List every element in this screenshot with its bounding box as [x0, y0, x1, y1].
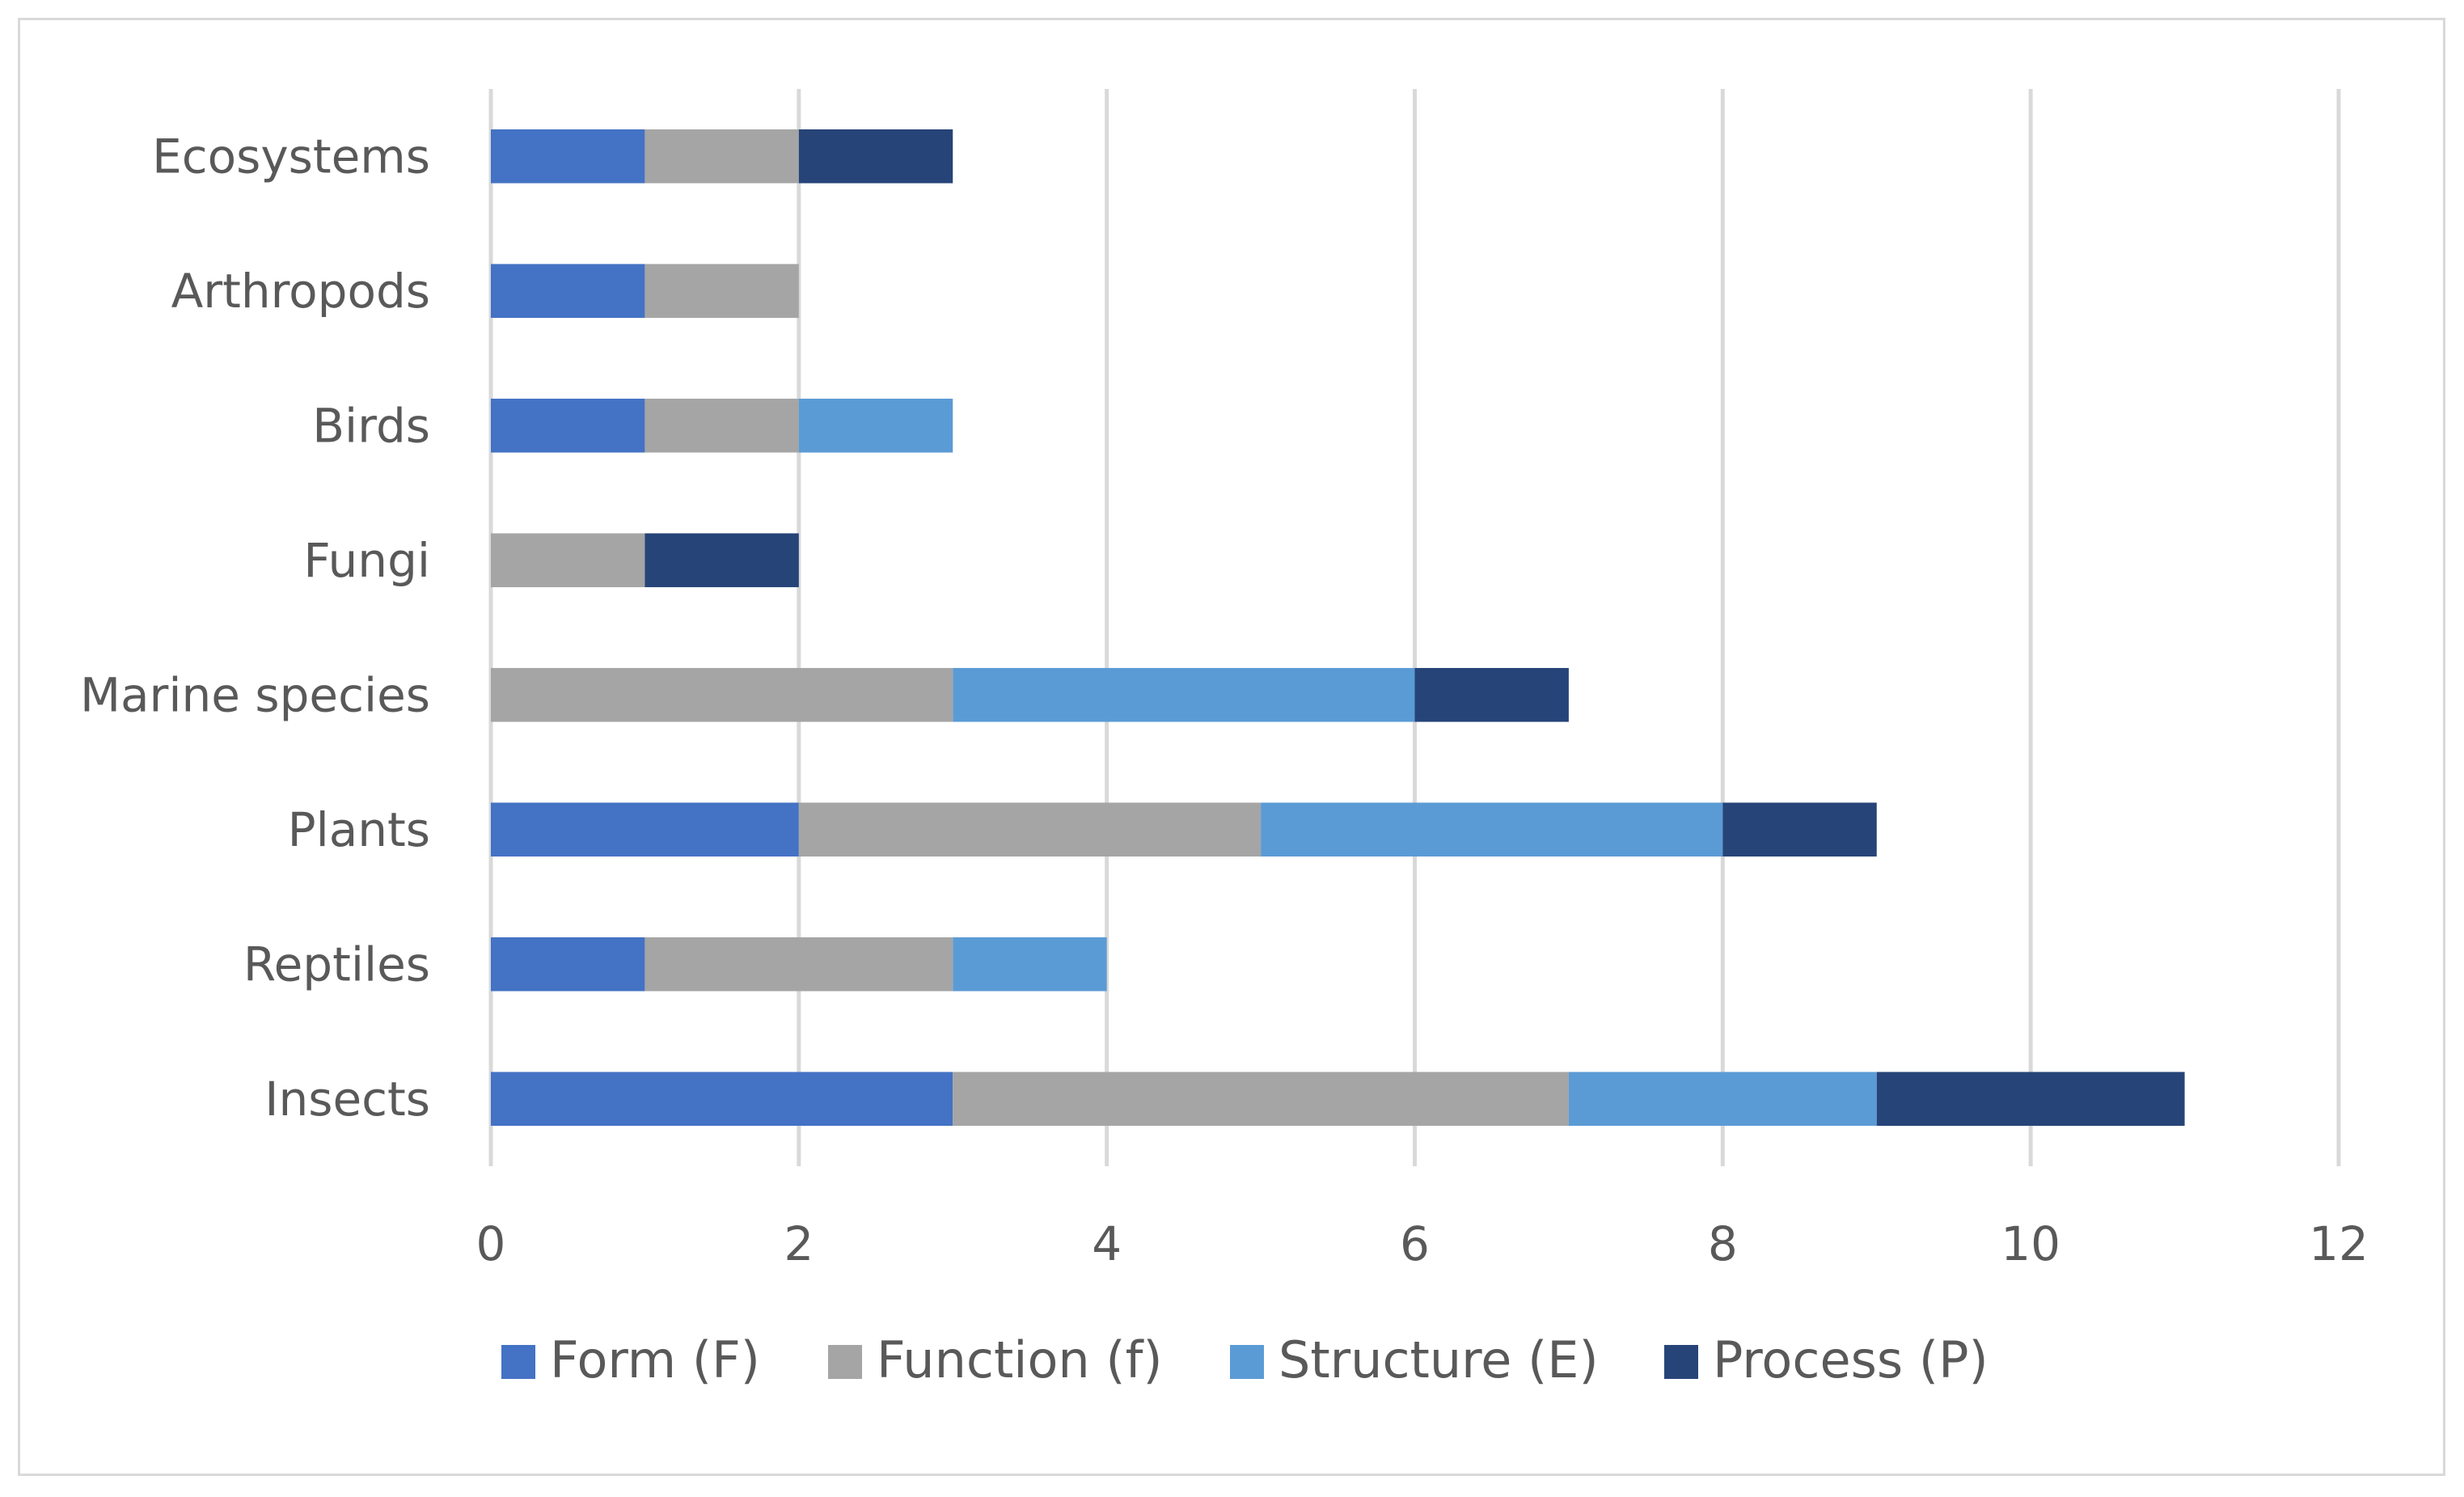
bar-segment — [491, 264, 645, 319]
x-tick-label: 2 — [784, 1216, 814, 1271]
legend-label: Process (P) — [1713, 1330, 1989, 1389]
bar-segment — [491, 129, 645, 184]
x-tick-labels: 0 2 4 6 8 10 12 — [476, 1216, 2369, 1271]
bar-segment — [645, 937, 953, 992]
category-label: Fungi — [303, 533, 430, 588]
bar-segment — [491, 533, 645, 588]
category-labels: Insects Reptiles Plants Marine species Fungi… — [80, 129, 430, 1127]
gridlines — [488, 89, 2341, 1166]
bar-segment — [645, 264, 799, 319]
x-tick-label: 10 — [2001, 1216, 2060, 1271]
bar-segment — [1722, 802, 1877, 857]
category-label: Arthropods — [171, 264, 430, 319]
bar-segment — [645, 129, 799, 184]
bar-segment — [491, 398, 645, 453]
legend-swatch — [501, 1345, 535, 1379]
bar-segment — [491, 937, 645, 992]
bar-segment — [1876, 1072, 2185, 1127]
bar-segment — [953, 667, 1415, 722]
chart-frame — [18, 18, 2445, 1476]
bar-segment — [491, 1072, 953, 1127]
legend-swatch — [1230, 1345, 1264, 1379]
bar-segment — [1568, 1072, 1877, 1127]
category-label: Reptiles — [243, 937, 430, 992]
x-tick-label: 0 — [476, 1216, 506, 1271]
legend: Form (F) Function (f) Structure (E) Process… — [501, 1330, 1989, 1389]
legend-swatch — [828, 1345, 862, 1379]
bars — [491, 129, 2185, 1127]
x-tick-label: 8 — [1708, 1216, 1738, 1271]
bar-segment — [953, 937, 1107, 992]
category-label: Insects — [264, 1072, 430, 1127]
bar-segment — [798, 398, 953, 453]
x-tick-label: 12 — [2309, 1216, 2369, 1271]
bar-segment — [491, 802, 799, 857]
bar-segment — [953, 1072, 1569, 1127]
legend-swatch — [1664, 1345, 1698, 1379]
legend-label: Form (F) — [550, 1330, 760, 1389]
x-tick-label: 6 — [1400, 1216, 1430, 1271]
category-label: Ecosystems — [152, 129, 430, 184]
bar-segment — [798, 802, 1262, 857]
bar-segment — [645, 398, 799, 453]
legend-label: Function (f) — [877, 1330, 1163, 1389]
bar-segment — [1261, 802, 1723, 857]
bar-segment — [1414, 667, 1569, 722]
legend-label: Structure (E) — [1278, 1330, 1599, 1389]
category-label: Marine species — [80, 667, 430, 722]
category-label: Plants — [288, 802, 430, 857]
bar-segment — [798, 129, 953, 184]
x-tick-label: 4 — [1092, 1216, 1122, 1271]
category-label: Birds — [312, 398, 430, 453]
bar-segment — [645, 533, 799, 588]
bar-segment — [491, 667, 953, 722]
